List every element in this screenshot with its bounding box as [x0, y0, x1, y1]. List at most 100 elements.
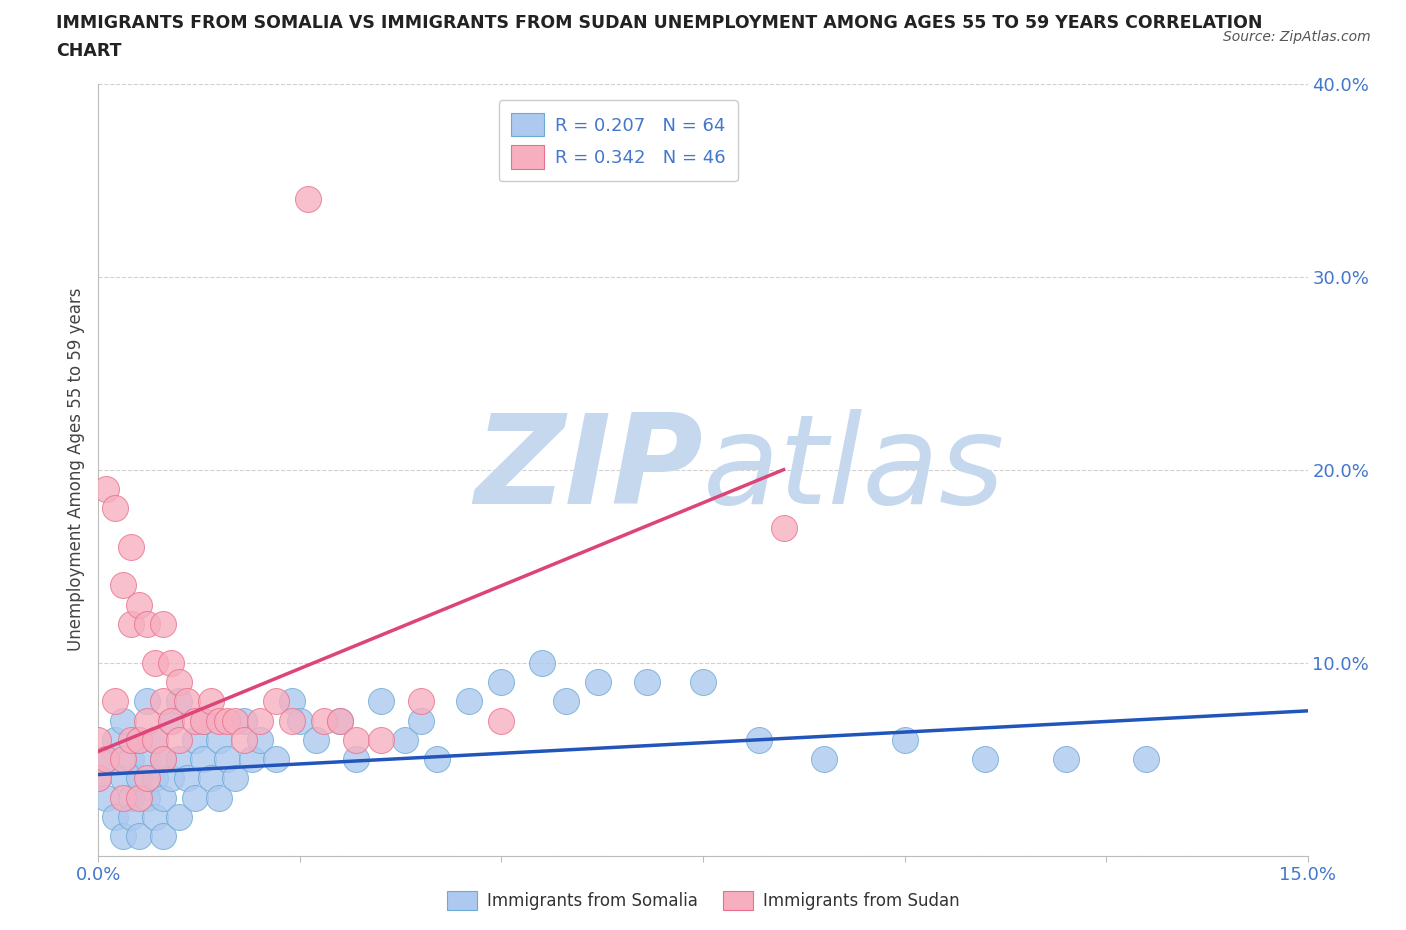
Point: [135, 790, 157, 805]
Point: [143, 771, 166, 786]
Point: [120, 617, 142, 631]
Point: [152, 694, 174, 709]
Point: [184, 790, 207, 805]
Point: [103, 809, 125, 825]
Point: [111, 578, 134, 593]
Point: [249, 733, 271, 748]
Point: [208, 733, 231, 748]
Point: [224, 713, 246, 728]
Point: [160, 713, 183, 728]
Point: [120, 809, 142, 825]
Point: [152, 829, 174, 844]
Point: [344, 733, 367, 748]
Point: [200, 771, 222, 786]
Point: [208, 713, 231, 728]
Point: [813, 751, 835, 766]
Point: [135, 751, 157, 766]
Point: [103, 500, 125, 515]
Point: [135, 771, 157, 786]
Point: [103, 694, 125, 709]
Point: [143, 656, 166, 671]
Legend: R = 0.207   N = 64, R = 0.342   N = 46: R = 0.207 N = 64, R = 0.342 N = 46: [499, 100, 738, 181]
Point: [167, 809, 190, 825]
Point: [1135, 751, 1157, 766]
Point: [120, 733, 142, 748]
Point: [167, 674, 190, 689]
Text: ZIP: ZIP: [474, 409, 703, 530]
Point: [120, 790, 142, 805]
Point: [152, 617, 174, 631]
Point: [458, 694, 481, 709]
Point: [120, 751, 142, 766]
Point: [103, 733, 125, 748]
Point: [184, 713, 207, 728]
Point: [636, 674, 658, 689]
Point: [128, 829, 150, 844]
Point: [96, 751, 118, 766]
Point: [240, 751, 263, 766]
Point: [128, 733, 150, 748]
Point: [232, 713, 254, 728]
Point: [128, 790, 150, 805]
Legend: Immigrants from Somalia, Immigrants from Sudan: Immigrants from Somalia, Immigrants from…: [440, 884, 966, 917]
Point: [160, 771, 183, 786]
Y-axis label: Unemployment Among Ages 55 to 59 years: Unemployment Among Ages 55 to 59 years: [66, 288, 84, 651]
Point: [152, 790, 174, 805]
Point: [893, 733, 915, 748]
Point: [491, 674, 513, 689]
Point: [111, 713, 134, 728]
Point: [748, 733, 770, 748]
Point: [217, 713, 239, 728]
Point: [176, 771, 198, 786]
Point: [111, 829, 134, 844]
Text: Source: ZipAtlas.com: Source: ZipAtlas.com: [1223, 30, 1371, 44]
Point: [96, 751, 118, 766]
Point: [394, 733, 416, 748]
Point: [128, 597, 150, 612]
Point: [264, 694, 287, 709]
Point: [152, 751, 174, 766]
Point: [555, 694, 578, 709]
Point: [111, 790, 134, 805]
Point: [160, 656, 183, 671]
Point: [344, 751, 367, 766]
Point: [167, 694, 190, 709]
Point: [128, 771, 150, 786]
Point: [167, 733, 190, 748]
Point: [409, 713, 432, 728]
Point: [281, 713, 304, 728]
Point: [176, 694, 198, 709]
Point: [152, 751, 174, 766]
Point: [772, 520, 794, 535]
Point: [974, 751, 997, 766]
Point: [193, 751, 215, 766]
Point: [87, 733, 110, 748]
Point: [586, 674, 609, 689]
Point: [232, 733, 254, 748]
Point: [409, 694, 432, 709]
Point: [329, 713, 352, 728]
Point: [692, 674, 714, 689]
Point: [128, 733, 150, 748]
Point: [135, 713, 157, 728]
Point: [143, 733, 166, 748]
Point: [143, 733, 166, 748]
Point: [143, 809, 166, 825]
Point: [491, 713, 513, 728]
Point: [87, 771, 110, 786]
Point: [281, 694, 304, 709]
Point: [1054, 751, 1077, 766]
Text: CHART: CHART: [56, 42, 122, 60]
Point: [249, 713, 271, 728]
Point: [200, 694, 222, 709]
Text: IMMIGRANTS FROM SOMALIA VS IMMIGRANTS FROM SUDAN UNEMPLOYMENT AMONG AGES 55 TO 5: IMMIGRANTS FROM SOMALIA VS IMMIGRANTS FR…: [56, 14, 1263, 32]
Point: [193, 713, 215, 728]
Point: [370, 733, 392, 748]
Point: [370, 694, 392, 709]
Point: [160, 713, 183, 728]
Point: [87, 771, 110, 786]
Point: [184, 733, 207, 748]
Point: [120, 539, 142, 554]
Point: [314, 713, 336, 728]
Point: [96, 790, 118, 805]
